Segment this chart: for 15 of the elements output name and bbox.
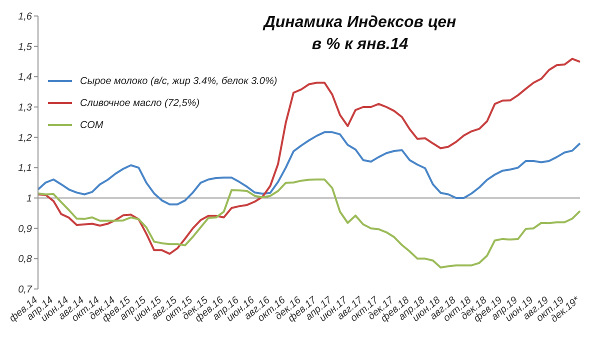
y-tick-label: 0,7: [18, 284, 32, 296]
legend-label: Сливочное масло (72,5%): [80, 98, 200, 108]
y-tick-label: 0,8: [18, 254, 32, 266]
y-tick-label: 1,2: [18, 132, 32, 144]
y-tick-label: 0,9: [18, 224, 32, 235]
y-tick-label: 1,1: [18, 163, 32, 174]
y-tick-label: 1: [26, 194, 32, 205]
chart-title: Динамика Индексов цен: [262, 13, 458, 33]
legend-label: СОМ: [80, 120, 104, 130]
text: в % к янв.14: [310, 35, 410, 55]
y-tick-label: 1,3: [18, 102, 32, 114]
y-tick-label: 1,6: [18, 12, 32, 23]
y-tick-label: 1,5: [18, 42, 32, 53]
y-tick-label: 1,4: [18, 72, 32, 84]
legend-label: Сырое молоко (в/с, жир 3.4%, белок 3.0%): [80, 76, 278, 86]
